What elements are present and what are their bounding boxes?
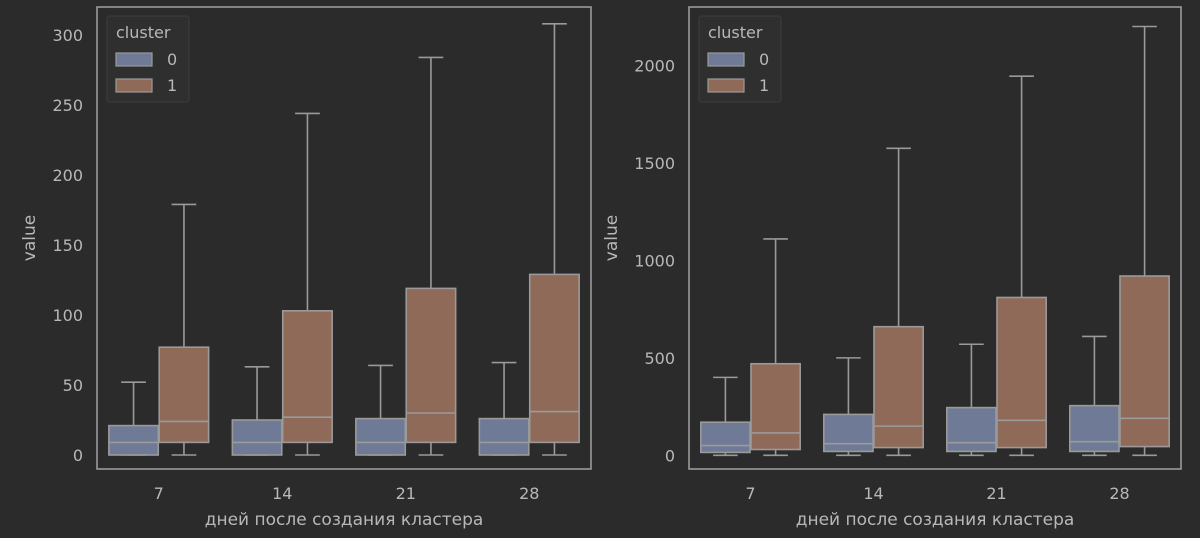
legend-label-0: 0: [759, 50, 769, 69]
plot-frame: [688, 6, 1182, 470]
iqr-box: [996, 296, 1047, 449]
y-tick-label: 300: [52, 26, 83, 45]
legend-swatch-0: [707, 52, 745, 67]
y-tick-label: 1500: [634, 154, 675, 173]
box-cluster-1-cat-21: [405, 56, 457, 456]
box-cluster-1-cat-28: [528, 22, 580, 456]
x-tick-label: 28: [519, 484, 539, 503]
legend-label-0: 0: [167, 50, 177, 69]
iqr-box: [946, 406, 997, 453]
box-cluster-1-cat-7: [158, 203, 210, 456]
iqr-box: [750, 362, 801, 451]
x-tick-label: 14: [863, 484, 883, 503]
box-cluster-1-cat-21: [996, 75, 1047, 457]
box-cluster-1-cat-14: [281, 112, 333, 456]
box-cluster-0-cat-14: [231, 365, 283, 456]
plot-frame: [96, 6, 592, 470]
iqr-box: [1069, 404, 1120, 453]
y-tick-label: 150: [52, 236, 83, 255]
iqr-box: [478, 417, 530, 456]
legend: cluster 0 1: [698, 15, 782, 103]
y-tick-label: 500: [644, 349, 675, 368]
box-cluster-0-cat-7: [700, 376, 751, 457]
legend-title: cluster: [116, 23, 171, 42]
iqr-box: [528, 273, 580, 444]
y-axis-label: value: [20, 215, 40, 261]
legend-label-1: 1: [759, 76, 769, 95]
iqr-box: [873, 325, 924, 449]
x-axis-label: дней после создания кластера: [205, 510, 484, 530]
x-tick-label: 21: [396, 484, 416, 503]
box-cluster-1-cat-28: [1119, 25, 1170, 457]
box-cluster-0-cat-21: [355, 364, 407, 456]
y-tick-label: 100: [52, 306, 83, 325]
box-cluster-1-cat-14: [873, 147, 924, 457]
iqr-box: [355, 417, 407, 456]
iqr-box: [108, 424, 160, 456]
box-cluster-0-cat-21: [946, 343, 997, 457]
x-tick-label: 7: [745, 484, 755, 503]
legend-swatch-1: [707, 78, 745, 93]
y-tick-label: 50: [63, 376, 83, 395]
chart-panel-2: 0 500 1000 1500 2000 7 14 21 28 дней после создан…: [602, 6, 1182, 530]
y-tick-label: 250: [52, 96, 83, 115]
y-tick-label: 0: [665, 446, 675, 465]
box-cluster-1-cat-7: [750, 238, 801, 457]
iqr-box: [281, 309, 333, 444]
chart-panel-1: 0 50 100 150 200 250 300 7 14 21 28 дней после созд…: [20, 6, 592, 530]
legend-swatch-1: [115, 78, 153, 93]
y-axis-label: value: [602, 215, 622, 261]
iqr-box: [1119, 275, 1170, 448]
legend: cluster 0 1: [106, 15, 190, 103]
iqr-box: [823, 413, 874, 453]
x-tick-label: 21: [986, 484, 1006, 503]
iqr-box: [700, 421, 751, 454]
y-tick-label: 2000: [634, 56, 675, 75]
box-cluster-0-cat-28: [478, 361, 530, 456]
box-cluster-0-cat-28: [1069, 335, 1120, 457]
y-tick-label: 200: [52, 166, 83, 185]
box-cluster-0-cat-7: [108, 381, 160, 456]
x-tick-label: 7: [154, 484, 164, 503]
x-axis-label: дней после создания кластера: [796, 510, 1075, 530]
y-tick-label: 0: [73, 446, 83, 465]
iqr-box: [405, 287, 457, 444]
iqr-box: [231, 419, 283, 456]
legend-swatch-0: [115, 52, 153, 67]
iqr-box: [158, 346, 210, 444]
y-tick-label: 1000: [634, 251, 675, 270]
legend-title: cluster: [708, 23, 763, 42]
legend-label-1: 1: [167, 76, 177, 95]
x-tick-label: 28: [1109, 484, 1129, 503]
x-tick-label: 14: [272, 484, 292, 503]
box-cluster-0-cat-14: [823, 357, 874, 457]
